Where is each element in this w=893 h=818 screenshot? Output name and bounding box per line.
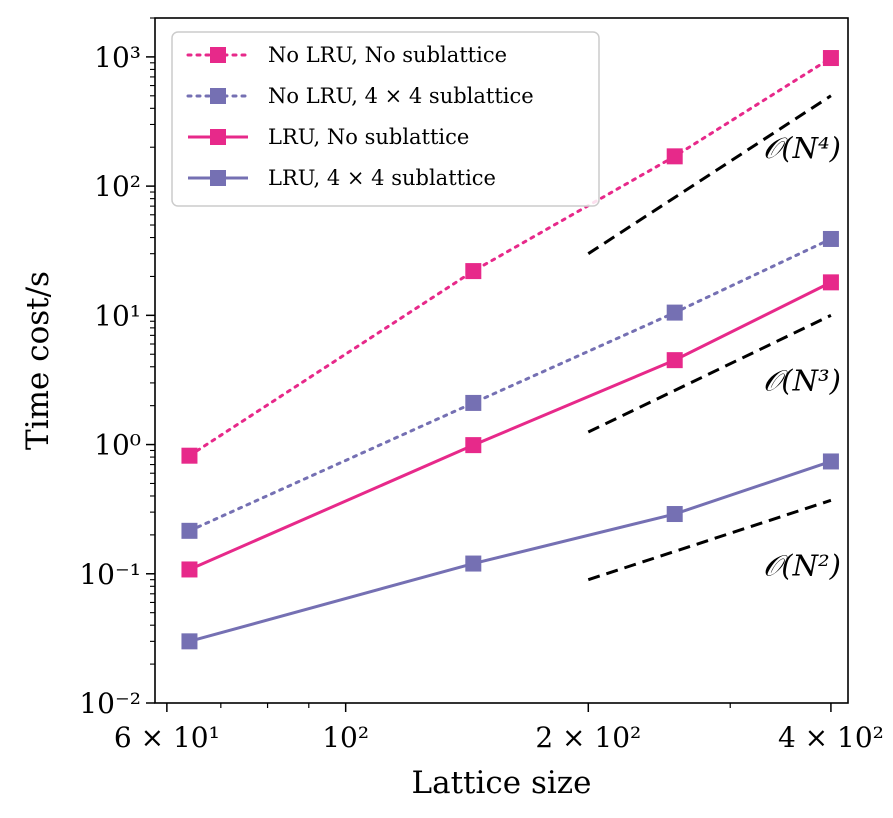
legend-label: No LRU, No sublattice [268,43,507,67]
x-tick-label: 2 × 10² [535,721,641,754]
legend-marker [210,88,226,104]
series [181,274,839,578]
data-point [822,230,839,247]
data-point [666,352,683,369]
data-point [465,437,482,454]
legend-label: LRU, 4 × 4 sublattice [268,166,496,190]
y-tick-label: 10⁰ [94,429,141,462]
reference-label: 𝒪(N²) [763,548,841,582]
reference-line [587,94,832,255]
data-point [822,50,839,67]
legend-marker [210,47,226,63]
legend-label: No LRU, 4 × 4 sublattice [268,84,534,108]
data-point [181,522,198,539]
y-tick-label: 10¹ [94,299,141,332]
legend-box [171,31,600,207]
data-point [465,394,482,411]
x-tick-label: 10² [322,721,369,754]
reference-line [587,313,832,434]
series-line [187,56,833,458]
legend-marker [210,129,226,145]
plot-area [154,17,849,704]
legend-marker [210,170,226,186]
reference-line [587,498,832,582]
x-tick-label: 6 × 10¹ [114,721,220,754]
series [181,230,839,539]
y-tick-label: 10² [94,170,141,203]
x-tick-label: 4 × 10² [778,721,884,754]
data-point [181,447,198,464]
data-point [181,561,198,578]
x-axis-label: Lattice size [412,765,592,801]
axis-ticks: 6 × 10¹ 10² 2 × 10² 4 × 10² 10⁻² 10⁻¹ 10⁰ 10¹ 10… [79,17,884,754]
series-line [189,460,832,643]
y-tick-label: 10⁻¹ [79,558,141,591]
series-line [187,237,833,533]
reference-label: 𝒪(N³) [763,363,841,397]
data-point [465,263,482,280]
series-line [188,281,832,571]
legend-label: LRU, No sublattice [268,125,469,149]
legend: No LRU, No sublattice No LRU, 4 × 4 subla… [171,31,600,207]
reference-label: 𝒪(N⁴) [763,131,841,165]
plot-frame [154,17,849,704]
data-point [666,304,683,321]
y-tick-label: 10³ [94,41,141,74]
y-axis-label: Time cost/s [20,271,56,450]
series [181,50,839,464]
data-point [181,633,198,650]
y-tick-label: 10⁻² [79,687,141,720]
data-point [822,453,839,470]
series-group [181,50,839,650]
reference-lines: 𝒪(N⁴) 𝒪(N³) 𝒪(N²) [587,94,841,582]
data-point [465,555,482,572]
data-point [666,506,683,523]
data-point [666,148,683,165]
data-point [822,274,839,291]
series [181,453,839,650]
